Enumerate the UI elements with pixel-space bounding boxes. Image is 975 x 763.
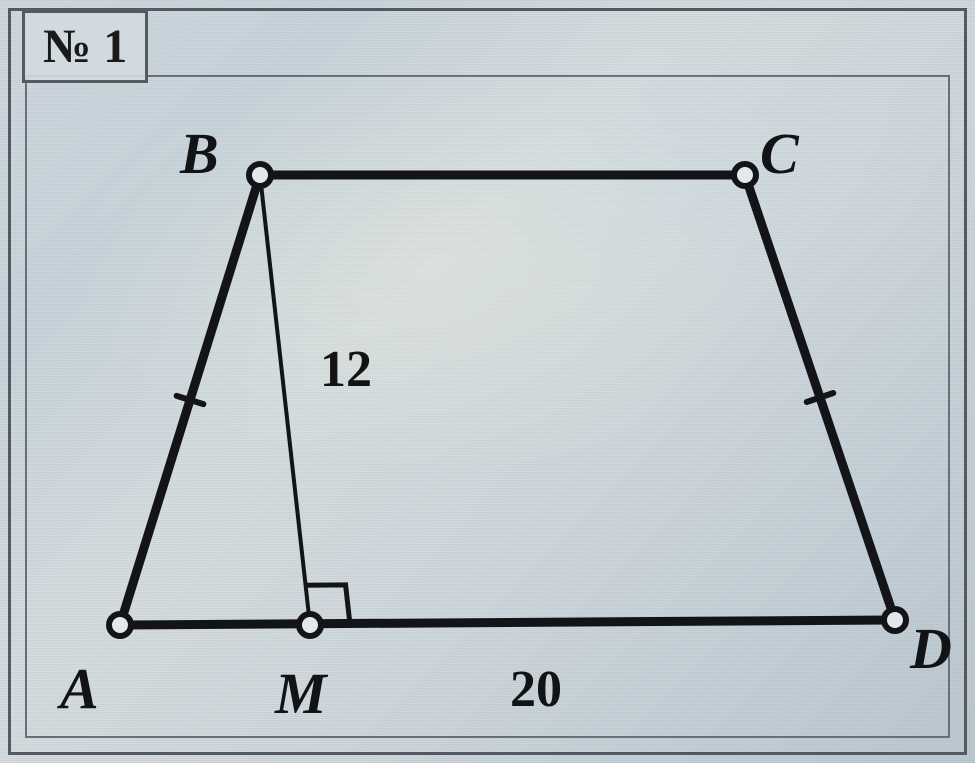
measure-base: 20: [510, 660, 562, 719]
segment-BM: [260, 175, 310, 625]
problem-number: № 1: [22, 10, 148, 83]
label-D: D: [910, 615, 952, 682]
label-C: C: [760, 120, 799, 187]
label-A: A: [60, 655, 99, 722]
point-D: [884, 609, 906, 631]
label-B: B: [180, 120, 219, 187]
point-M: [299, 614, 321, 636]
point-B: [249, 164, 271, 186]
point-C: [734, 164, 756, 186]
label-M: M: [275, 660, 327, 727]
measure-height: 12: [320, 340, 372, 399]
diagram-canvas: [0, 0, 975, 763]
point-A: [109, 614, 131, 636]
tick-CD: [807, 393, 834, 402]
tick-AB: [177, 396, 204, 404]
segment-AD: [120, 620, 895, 625]
